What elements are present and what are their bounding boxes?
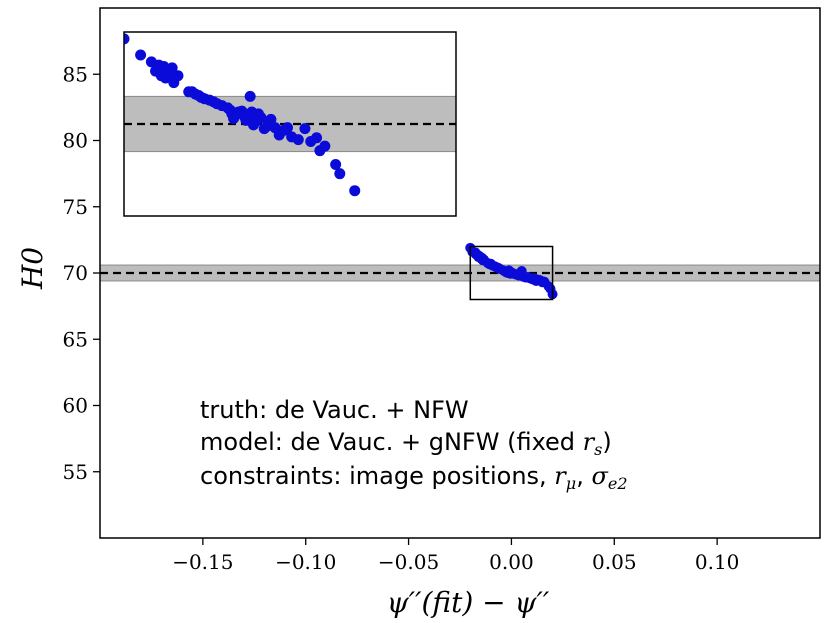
y-axis-title: H0 [16,247,49,290]
y-tick-label: 80 [63,129,88,153]
plot-area [99,242,821,301]
axis-titles: ψ′′(fit) − ψ′′ H0 [16,247,550,619]
x-tick-label: 0.10 [695,550,740,574]
zoom-region-box [469,245,554,301]
inset-data-point [135,49,147,61]
annotation-block: truth: de Vauc. + NFW model: de Vauc. + g… [200,396,628,493]
axes: −0.15 −0.10 −0.05 0.00 0.05 0.10 55 60 65 70 75 80 8… [63,7,821,574]
x-tick-label: −0.05 [378,550,439,574]
inset-data-point [330,158,342,170]
y-tick-label: 70 [63,261,88,285]
inset-data-point [311,132,323,144]
inset-data-point [124,33,130,45]
y-tick-label: 85 [63,62,88,86]
inset-data-point [172,70,184,82]
annotation-line-3: constraints: image positions, rμ, σe2 [200,462,628,493]
annotation-line-1: truth: de Vauc. + NFW [200,396,469,424]
inset-zoom-panel [123,31,457,217]
annotation-line-2: model: de Vauc. + gNFW (fixed rs) [200,428,612,459]
x-tick-label: 0.05 [592,550,637,574]
y-tick-label: 60 [63,394,88,418]
inset-data-point [255,112,267,124]
x-tick-label: −0.10 [275,550,336,574]
inset-data-point [319,140,331,152]
inset-data-point [292,134,304,146]
x-tick-label: 0.00 [489,550,534,574]
x-axis-title: ψ′′(fit) − ψ′′ [387,586,550,619]
inset-frame [123,31,457,217]
inset-data-point [244,90,256,102]
inset-data-point [282,122,294,134]
inset-data-point [299,123,311,135]
y-tick-label: 65 [63,327,88,351]
inset-data-point [166,62,178,74]
inset-data-point [349,185,361,197]
inset-data-point [265,113,277,125]
y-tick-label: 75 [63,195,88,219]
inset-data-point [334,168,346,180]
x-tick-label: −0.15 [172,550,233,574]
y-tick-label: 55 [63,460,88,484]
